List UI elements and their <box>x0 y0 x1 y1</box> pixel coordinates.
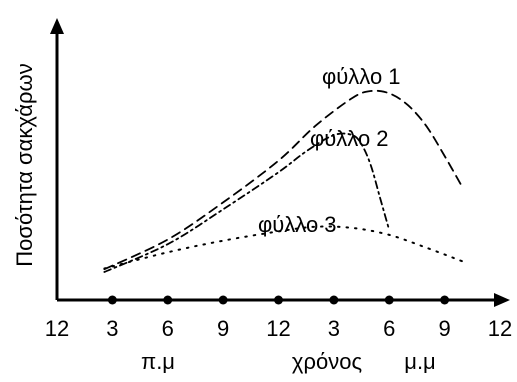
x-tick-label: 12 <box>266 316 290 341</box>
period-label-am: π.μ <box>141 349 175 374</box>
series-label-leaf-3: φύλλο 3 <box>258 212 337 237</box>
x-tick-label: 3 <box>328 316 340 341</box>
x-tick-label: 9 <box>439 316 451 341</box>
x-tick-dot <box>274 295 283 305</box>
x-tick-dot <box>384 295 394 305</box>
x-axis-arrow <box>494 293 510 307</box>
x-tick-label: 3 <box>106 316 118 341</box>
series-line-leaf-1 <box>103 89 464 271</box>
x-tick-label: 12 <box>45 316 69 341</box>
x-tick-label: 12 <box>488 316 512 341</box>
series-line-leaf-3 <box>103 225 465 270</box>
series-label-leaf-2: φύλλο 2 <box>310 126 389 151</box>
x-axis-label: χρόνος <box>292 349 362 374</box>
series-line-leaf-2 <box>103 132 391 273</box>
x-tick-label: 6 <box>383 316 395 341</box>
y-axis-label: Ποσότητα σακχάρων <box>12 63 37 266</box>
period-label-pm: μ.μ <box>404 349 435 374</box>
y-axis-arrow <box>50 18 64 34</box>
x-tick-dot <box>329 295 339 305</box>
series-label-leaf-1: φύλλο 1 <box>322 64 401 89</box>
x-tick-label: 6 <box>162 316 174 341</box>
series-layer <box>103 89 465 273</box>
ticks-layer: 12 3 6 9 12 3 6 9 12 <box>45 295 512 341</box>
x-tick-dot <box>440 295 450 305</box>
x-tick-dot <box>107 295 117 305</box>
x-tick-label: 9 <box>217 316 229 341</box>
x-tick-dot <box>218 295 228 305</box>
x-tick-dot <box>163 295 173 305</box>
